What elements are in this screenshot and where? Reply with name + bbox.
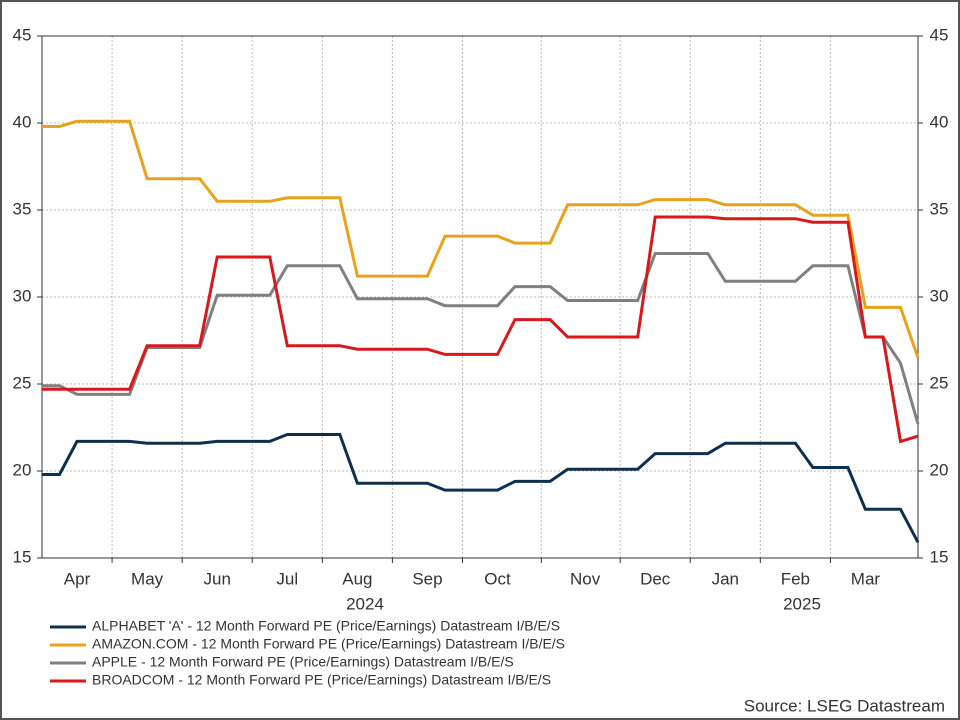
- source-note: Source: LSEG Datastream: [744, 696, 945, 715]
- series-line: [42, 119, 920, 359]
- x-group-label: 2025: [783, 594, 821, 613]
- x-tick-label: Feb: [781, 569, 810, 588]
- plot-area: [41, 35, 919, 559]
- x-tick-label: Sep: [412, 569, 442, 588]
- x-tick-label: Aug: [342, 569, 372, 588]
- x-tick-label: Mar: [851, 569, 881, 588]
- legend-label: ALPHABET 'A' - 12 Month Forward PE (Pric…: [92, 618, 560, 634]
- y-tick-label: 35: [13, 199, 32, 218]
- y-tick-label: 20: [13, 460, 32, 479]
- x-tick-label: Apr: [64, 569, 91, 588]
- legend-label: AMAZON.COM - 12 Month Forward PE (Price/…: [92, 636, 565, 652]
- y2-tick-label: 40: [930, 112, 949, 131]
- y2-tick-label: 25: [930, 373, 949, 392]
- series-line: [42, 215, 919, 444]
- x-group-label: 2024: [346, 594, 384, 613]
- legend-label: APPLE - 12 Month Forward PE (Price/Earni…: [92, 654, 514, 670]
- x-tick-label: Jan: [712, 569, 739, 588]
- y2-tick-label: 20: [930, 460, 949, 479]
- y2-tick-label: 35: [930, 199, 949, 218]
- y2-tick-label: 45: [930, 25, 949, 44]
- y-tick-label: 15: [13, 547, 32, 566]
- x-tick-label: Oct: [484, 569, 511, 588]
- y2-tick-label: 30: [930, 286, 949, 305]
- x-tick-label: Nov: [570, 569, 601, 588]
- x-tick-label: Dec: [640, 569, 671, 588]
- x-tick-label: May: [131, 569, 164, 588]
- x-tick-label: Jul: [276, 569, 298, 588]
- legend-label: BROADCOM - 12 Month Forward PE (Price/Ea…: [92, 672, 551, 688]
- series-line: [42, 252, 920, 425]
- y-tick-label: 45: [13, 25, 32, 44]
- series-line: [42, 433, 920, 544]
- y2-tick-label: 15: [930, 547, 949, 566]
- y-tick-label: 30: [13, 286, 32, 305]
- y-tick-label: 40: [13, 112, 32, 131]
- y-tick-label: 25: [13, 373, 32, 392]
- x-tick-label: Jun: [203, 569, 230, 588]
